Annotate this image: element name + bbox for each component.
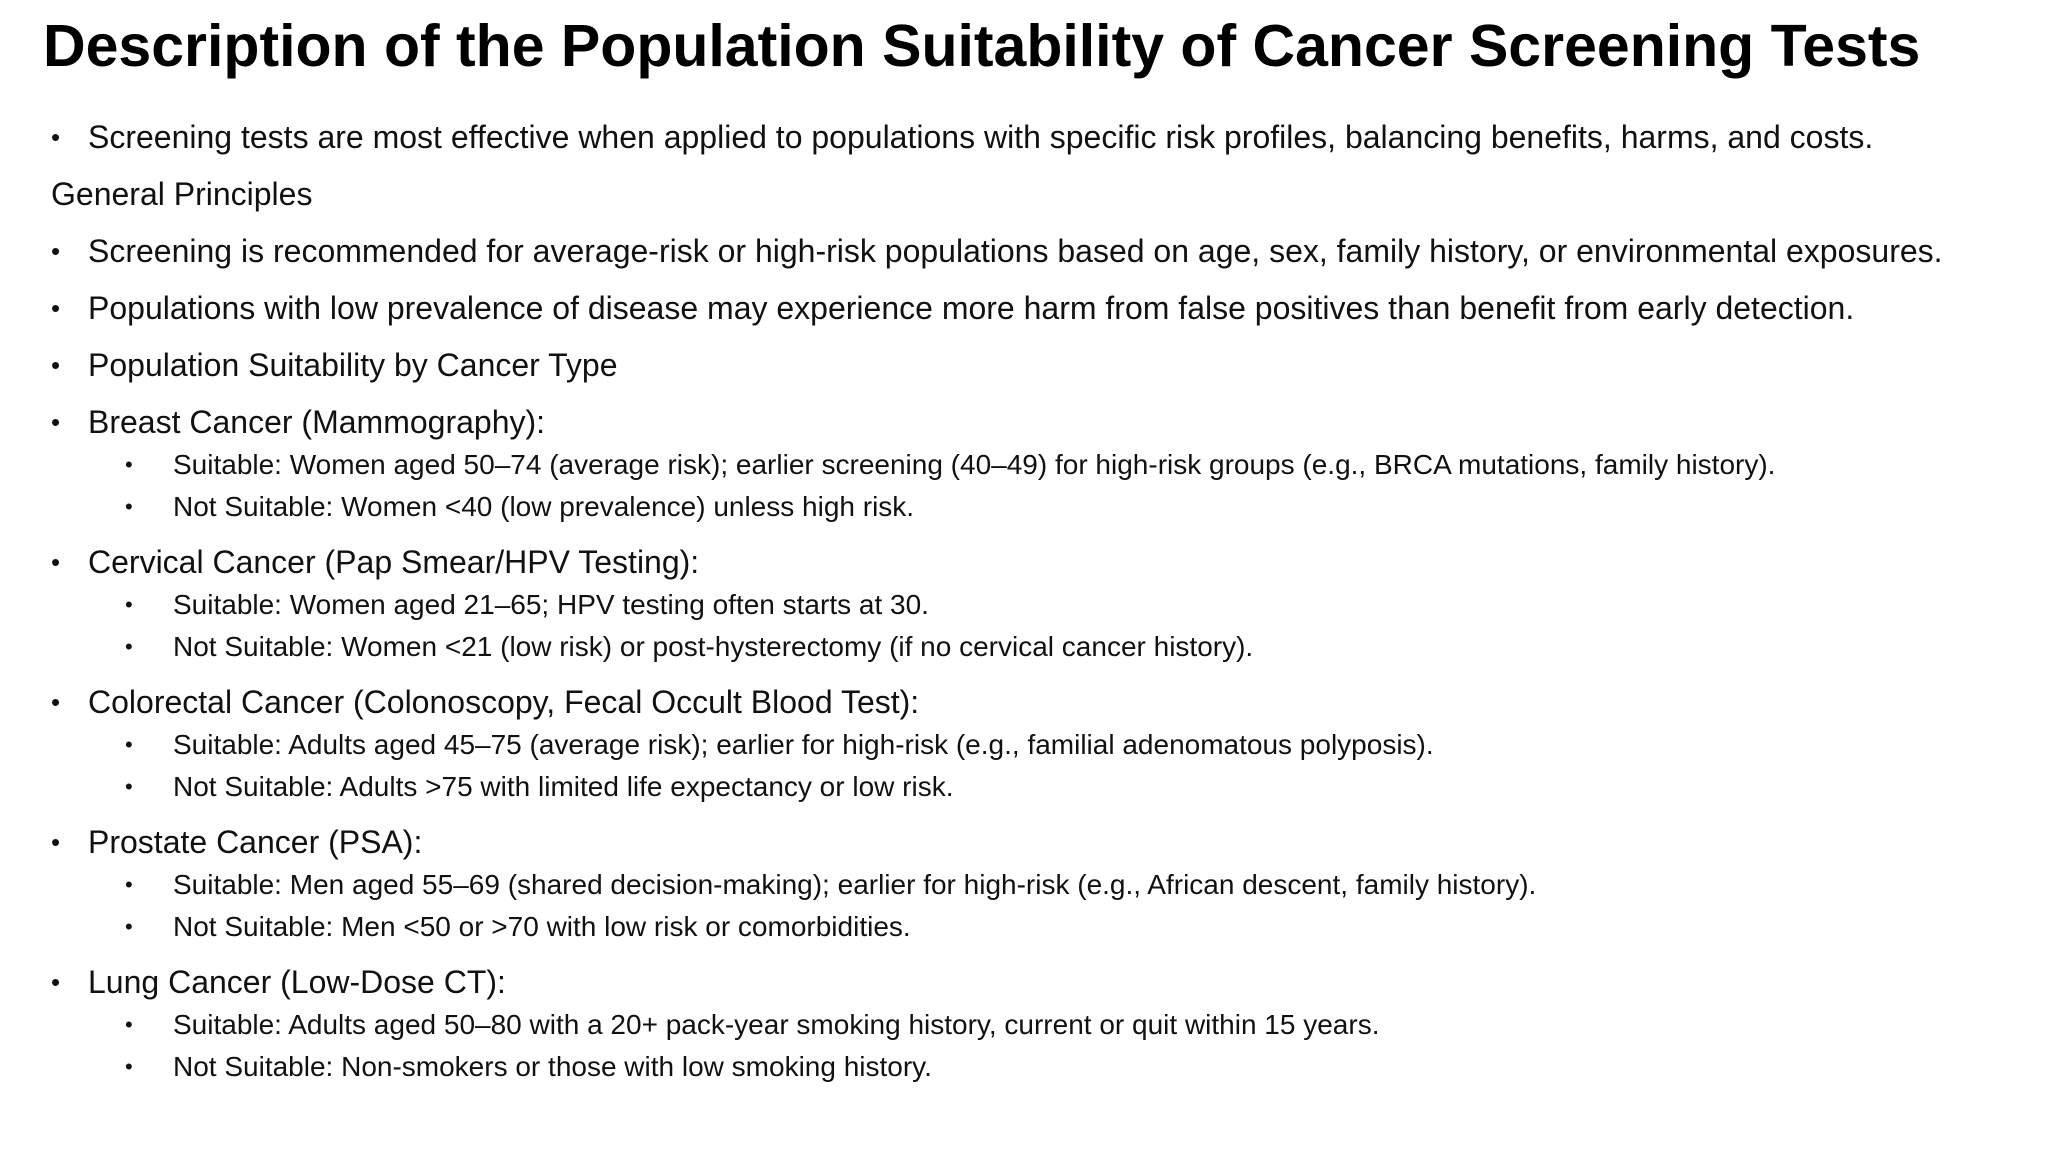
bullet-marker: •	[125, 872, 133, 897]
cancer-group-prostate: • Prostate Cancer (PSA): • Suitable: Men…	[51, 823, 2026, 945]
bullet-marker: •	[51, 827, 61, 857]
principle-text: Population Suitability by Cancer Type	[88, 347, 618, 383]
principle-text: Populations with low prevalence of disea…	[88, 290, 1855, 326]
suitable-text: Suitable: Men aged 55–69 (shared decisio…	[173, 869, 1537, 900]
bullet-marker: •	[125, 1054, 133, 1079]
bullet-marker: •	[125, 774, 133, 799]
cancer-group-cervical: • Cervical Cancer (Pap Smear/HPV Testing…	[51, 543, 2026, 665]
cancer-heading-text: Prostate Cancer (PSA):	[88, 824, 423, 860]
bullet-marker: •	[125, 494, 133, 519]
cancer-heading: • Breast Cancer (Mammography):	[51, 403, 2026, 441]
bullet-marker: •	[125, 634, 133, 659]
cancer-heading-text: Breast Cancer (Mammography):	[88, 404, 546, 440]
not-suitable-text: Not Suitable: Women <40 (low prevalence)…	[173, 491, 915, 522]
bullet-marker: •	[51, 547, 61, 577]
bullet-marker: •	[51, 122, 61, 152]
not-suitable-text: Not Suitable: Women <21 (low risk) or po…	[173, 631, 1254, 662]
cancer-heading: • Prostate Cancer (PSA):	[51, 823, 2026, 861]
bullet-marker: •	[125, 732, 133, 757]
intro-bullet: • Screening tests are most effective whe…	[51, 118, 2026, 156]
principle-text: Screening is recommended for average-ris…	[88, 233, 1943, 269]
bullet-marker: •	[51, 687, 61, 717]
not-suitable-text: Not Suitable: Adults >75 with limited li…	[173, 771, 954, 802]
cancer-heading: • Lung Cancer (Low-Dose CT):	[51, 963, 2026, 1001]
suitable-item: • Suitable: Men aged 55–69 (shared decis…	[125, 867, 2026, 903]
not-suitable-item: • Not Suitable: Women <21 (low risk) or …	[125, 629, 2026, 665]
not-suitable-item: • Not Suitable: Men <50 or >70 with low …	[125, 909, 2026, 945]
not-suitable-text: Not Suitable: Non-smokers or those with …	[173, 1051, 932, 1082]
slide-body: • Screening tests are most effective whe…	[51, 118, 2026, 1103]
suitable-item: • Suitable: Adults aged 45–75 (average r…	[125, 727, 2026, 763]
intro-text: Screening tests are most effective when …	[88, 119, 1874, 155]
bullet-marker: •	[51, 236, 61, 266]
not-suitable-item: • Not Suitable: Adults >75 with limited …	[125, 769, 2026, 805]
not-suitable-item: • Not Suitable: Women <40 (low prevalenc…	[125, 489, 2026, 525]
bullet-marker: •	[51, 967, 61, 997]
bullet-marker: •	[51, 407, 61, 437]
bullet-marker: •	[125, 914, 133, 939]
principle-bullet: • Population Suitability by Cancer Type	[51, 346, 2026, 384]
suitable-text: Suitable: Women aged 21–65; HPV testing …	[173, 589, 929, 620]
cancer-group-breast: • Breast Cancer (Mammography): • Suitabl…	[51, 403, 2026, 525]
slide-title: Description of the Population Suitabilit…	[43, 13, 1921, 79]
cancer-heading-text: Cervical Cancer (Pap Smear/HPV Testing):	[88, 544, 700, 580]
not-suitable-text: Not Suitable: Men <50 or >70 with low ri…	[173, 911, 911, 942]
cancer-group-lung: • Lung Cancer (Low-Dose CT): • Suitable:…	[51, 963, 2026, 1085]
cancer-heading: • Colorectal Cancer (Colonoscopy, Fecal …	[51, 683, 2026, 721]
suitable-item: • Suitable: Women aged 50–74 (average ri…	[125, 447, 2026, 483]
bullet-marker: •	[51, 293, 61, 323]
suitable-item: • Suitable: Adults aged 50–80 with a 20+…	[125, 1007, 2026, 1043]
suitable-text: Suitable: Adults aged 45–75 (average ris…	[173, 729, 1434, 760]
not-suitable-item: • Not Suitable: Non-smokers or those wit…	[125, 1049, 2026, 1085]
section-heading: General Principles	[51, 176, 313, 212]
suitable-text: Suitable: Women aged 50–74 (average risk…	[173, 449, 1776, 480]
suitable-item: • Suitable: Women aged 21–65; HPV testin…	[125, 587, 2026, 623]
bullet-marker: •	[51, 350, 61, 380]
bullet-marker: •	[125, 592, 133, 617]
bullet-marker: •	[125, 452, 133, 477]
cancer-group-colorectal: • Colorectal Cancer (Colonoscopy, Fecal …	[51, 683, 2026, 805]
suitable-text: Suitable: Adults aged 50–80 with a 20+ p…	[173, 1009, 1380, 1040]
bullet-marker: •	[125, 1012, 133, 1037]
cancer-heading: • Cervical Cancer (Pap Smear/HPV Testing…	[51, 543, 2026, 581]
cancer-heading-text: Colorectal Cancer (Colonoscopy, Fecal Oc…	[88, 684, 920, 720]
principle-bullet: • Screening is recommended for average-r…	[51, 232, 2026, 270]
cancer-heading-text: Lung Cancer (Low-Dose CT):	[88, 964, 506, 1000]
principle-bullet: • Populations with low prevalence of dis…	[51, 289, 2026, 327]
